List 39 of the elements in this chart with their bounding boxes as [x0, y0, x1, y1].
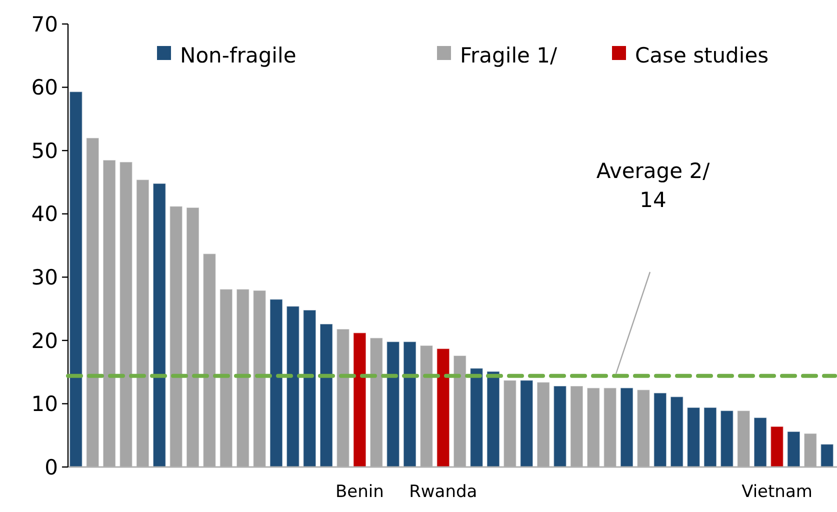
bar — [302, 310, 316, 468]
bar — [770, 426, 784, 468]
bar — [353, 332, 366, 468]
bar — [436, 348, 450, 468]
y-tick-label: 70 — [31, 12, 58, 36]
x-tick-label: Benin — [335, 482, 384, 502]
bar — [520, 380, 534, 468]
bar — [754, 417, 767, 468]
y-tick-label: 10 — [31, 392, 58, 416]
bar — [720, 410, 734, 468]
annotation: Average 2/ 14 — [596, 159, 711, 212]
bar — [620, 387, 634, 468]
x-tick-label: Rwanda — [409, 482, 478, 502]
y-tick-label: 50 — [31, 138, 58, 163]
bar — [670, 396, 684, 468]
bar — [787, 431, 800, 468]
y-tick-label: 30 — [31, 265, 58, 290]
bar — [686, 407, 700, 468]
x-tick-label: Vietnam — [742, 482, 812, 502]
bar — [386, 341, 400, 468]
bar — [320, 324, 333, 468]
bar — [403, 341, 416, 468]
bar — [704, 407, 717, 468]
y-tick-label: 60 — [31, 76, 58, 100]
y-tick-label: 20 — [31, 328, 58, 353]
bar — [270, 298, 283, 468]
y-tick-label: 40 — [31, 202, 58, 226]
bar — [653, 392, 667, 468]
bar — [486, 371, 500, 468]
legend-label: Case studies — [635, 43, 769, 68]
y-tick-label: 0 — [44, 455, 58, 480]
bar — [470, 368, 484, 468]
bar — [553, 386, 567, 468]
legend-label: Fragile 1/ — [460, 43, 558, 68]
bar — [152, 183, 166, 468]
legend-label: Non-fragile — [180, 43, 296, 68]
bar — [286, 306, 300, 468]
bar — [69, 91, 83, 468]
bar — [820, 444, 834, 468]
